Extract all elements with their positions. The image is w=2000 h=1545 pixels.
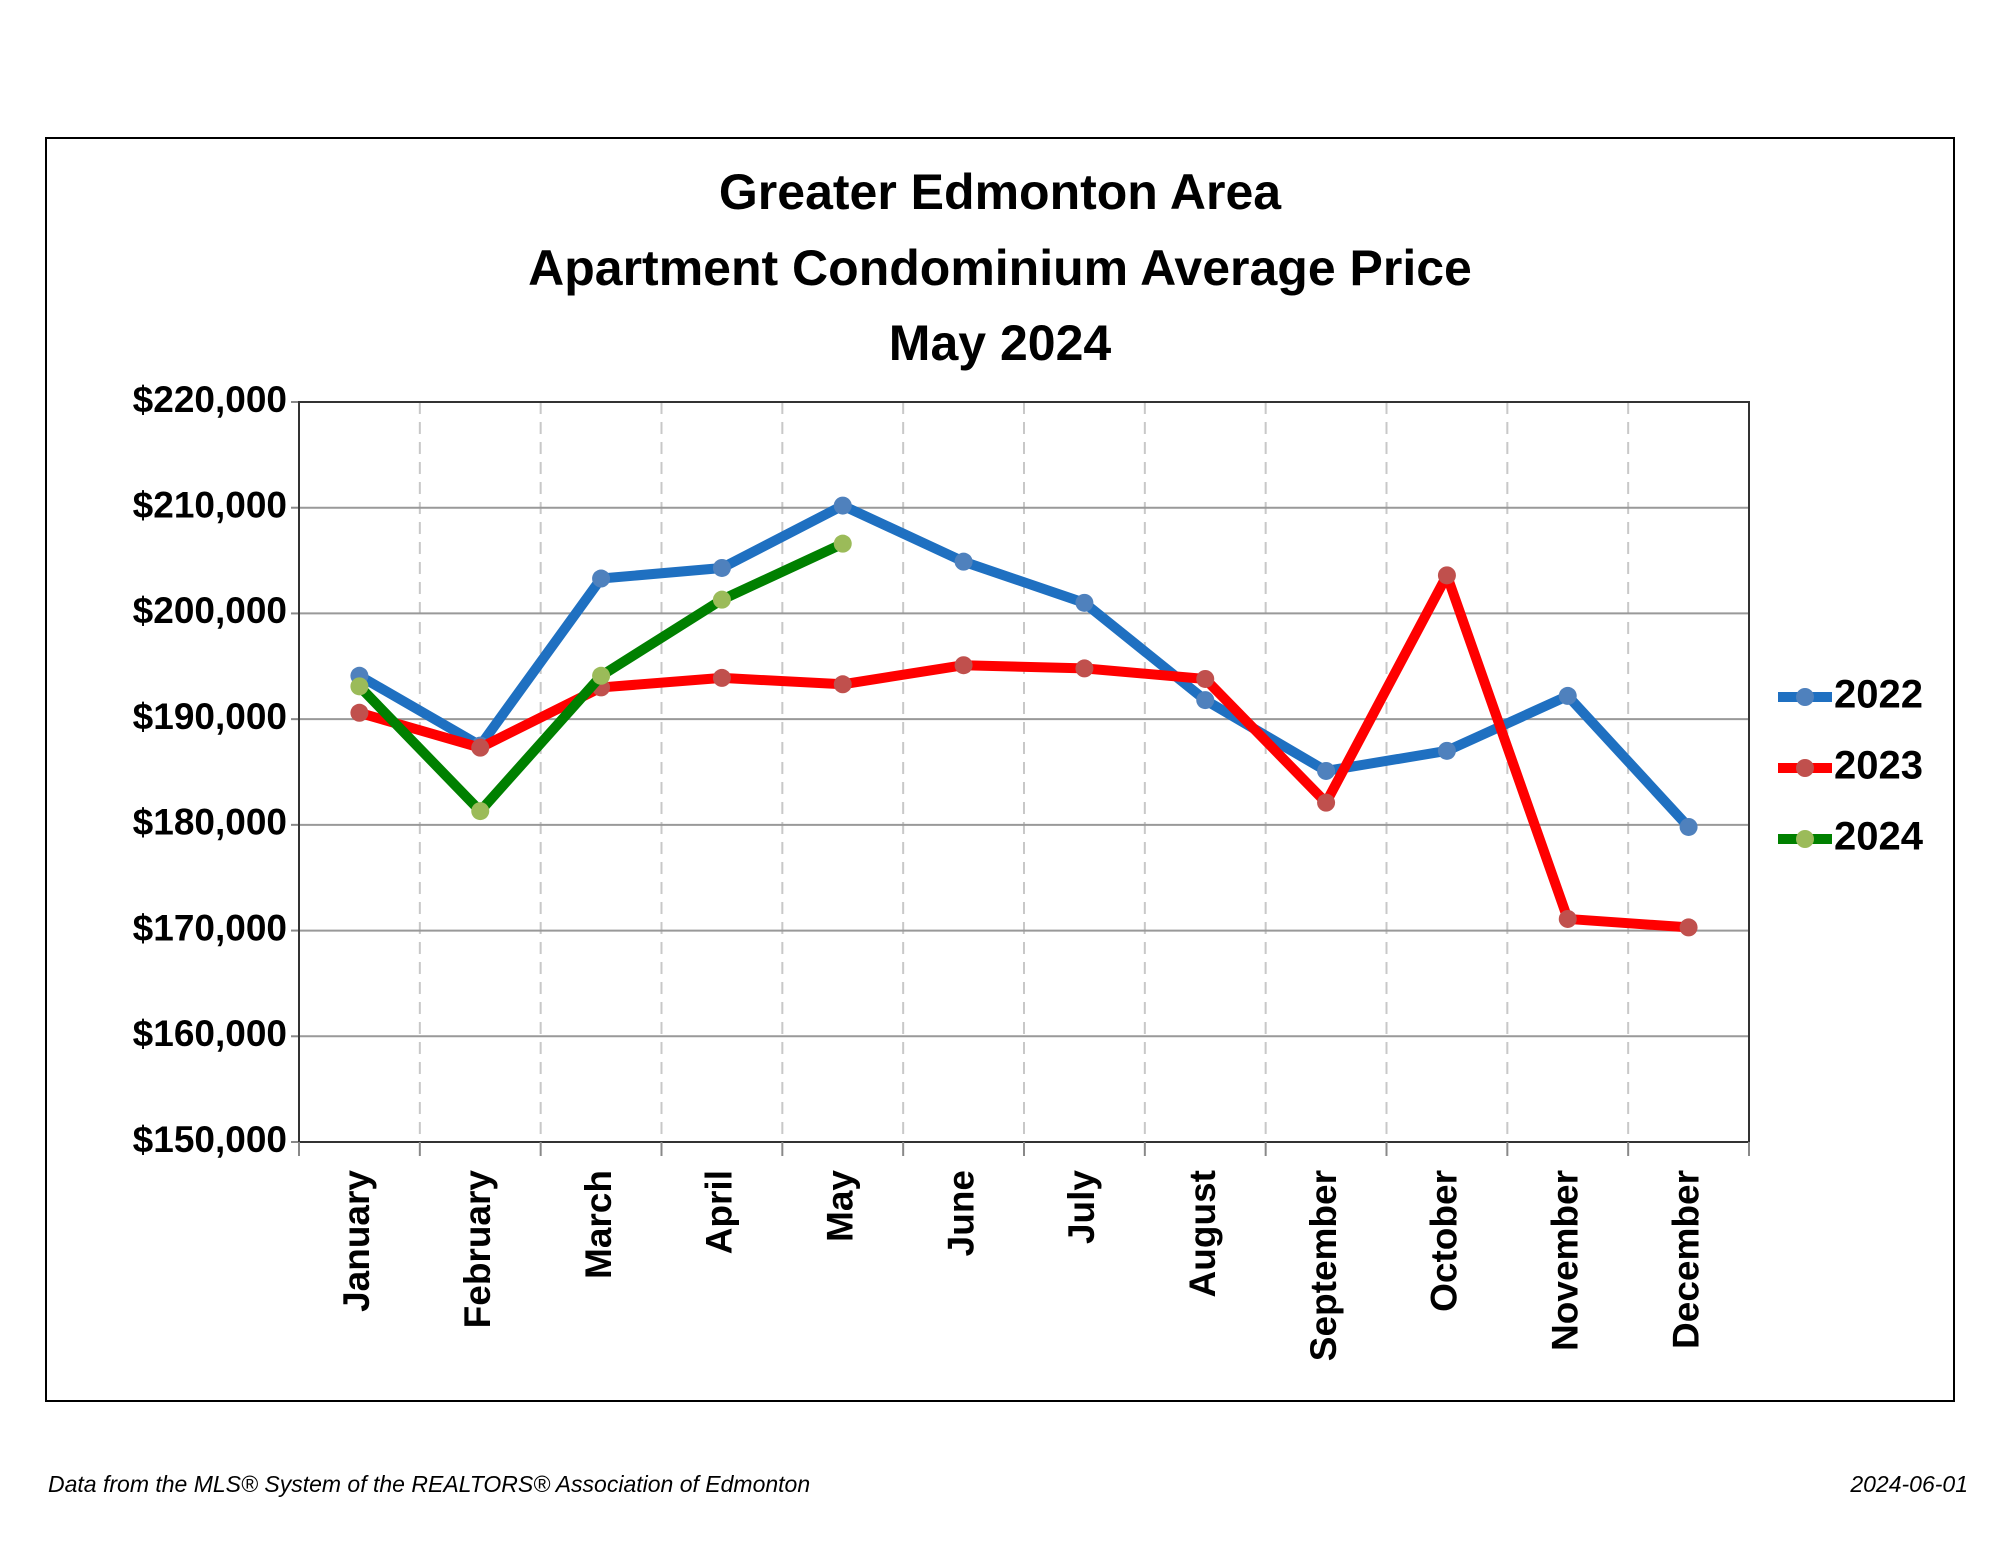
x-tick-label: August bbox=[1182, 1170, 1223, 1297]
data-point bbox=[592, 666, 611, 685]
footer-date: 2024-06-01 bbox=[1849, 1471, 1968, 1497]
x-tick-label: March bbox=[578, 1170, 619, 1279]
data-point bbox=[954, 552, 973, 571]
data-point bbox=[833, 675, 852, 694]
chart-title: Apartment Condominium Average Price bbox=[528, 240, 1472, 296]
x-tick-label: September bbox=[1303, 1170, 1344, 1361]
data-point bbox=[1196, 691, 1215, 710]
y-tick-label: $160,000 bbox=[133, 1013, 287, 1054]
legend-label: 2022 bbox=[1834, 673, 1923, 717]
y-tick-label: $200,000 bbox=[133, 590, 287, 631]
x-tick-label: May bbox=[820, 1170, 861, 1242]
legend-marker bbox=[1796, 830, 1814, 848]
data-point bbox=[471, 802, 490, 821]
legend-marker bbox=[1796, 759, 1814, 777]
data-point bbox=[712, 668, 731, 687]
data-point bbox=[1196, 669, 1215, 688]
data-point bbox=[833, 534, 852, 553]
x-tick-label: October bbox=[1424, 1170, 1465, 1312]
data-point bbox=[712, 590, 731, 609]
y-tick-label: $150,000 bbox=[133, 1119, 287, 1160]
data-point bbox=[1317, 793, 1336, 812]
y-tick-label: $180,000 bbox=[133, 802, 287, 843]
data-point bbox=[1437, 566, 1456, 585]
data-point bbox=[1679, 817, 1698, 836]
x-tick-label: April bbox=[699, 1170, 740, 1254]
data-point bbox=[592, 569, 611, 588]
x-tick-label: February bbox=[457, 1170, 498, 1329]
legend-label: 2023 bbox=[1834, 744, 1923, 788]
data-point bbox=[1437, 741, 1456, 760]
data-point bbox=[1075, 659, 1094, 678]
data-point bbox=[712, 558, 731, 577]
data-point bbox=[1558, 909, 1577, 928]
data-point bbox=[1317, 761, 1336, 780]
y-tick-label: $170,000 bbox=[133, 907, 287, 948]
x-tick-label: December bbox=[1665, 1170, 1706, 1349]
footer-source: Data from the MLS® System of the REALTOR… bbox=[48, 1471, 810, 1497]
chart-title: Greater Edmonton Area bbox=[719, 164, 1282, 220]
y-tick-label: $190,000 bbox=[133, 696, 287, 737]
data-point bbox=[350, 703, 369, 722]
chart-title: May 2024 bbox=[889, 315, 1112, 371]
y-tick-label: $220,000 bbox=[133, 379, 287, 420]
x-tick-label: November bbox=[1545, 1170, 1586, 1351]
x-tick-label: June bbox=[940, 1170, 981, 1256]
x-tick-label: January bbox=[336, 1170, 377, 1312]
data-point bbox=[954, 656, 973, 675]
data-point bbox=[471, 738, 490, 757]
data-point bbox=[1075, 593, 1094, 612]
y-tick-label: $210,000 bbox=[133, 484, 287, 525]
data-point bbox=[833, 496, 852, 515]
series-line bbox=[354, 500, 1694, 832]
x-tick-label: July bbox=[1061, 1170, 1102, 1244]
data-point bbox=[1558, 686, 1577, 705]
legend-marker bbox=[1796, 688, 1814, 706]
legend-label: 2024 bbox=[1834, 815, 1924, 859]
data-point bbox=[350, 677, 369, 696]
data-point bbox=[1679, 918, 1698, 937]
